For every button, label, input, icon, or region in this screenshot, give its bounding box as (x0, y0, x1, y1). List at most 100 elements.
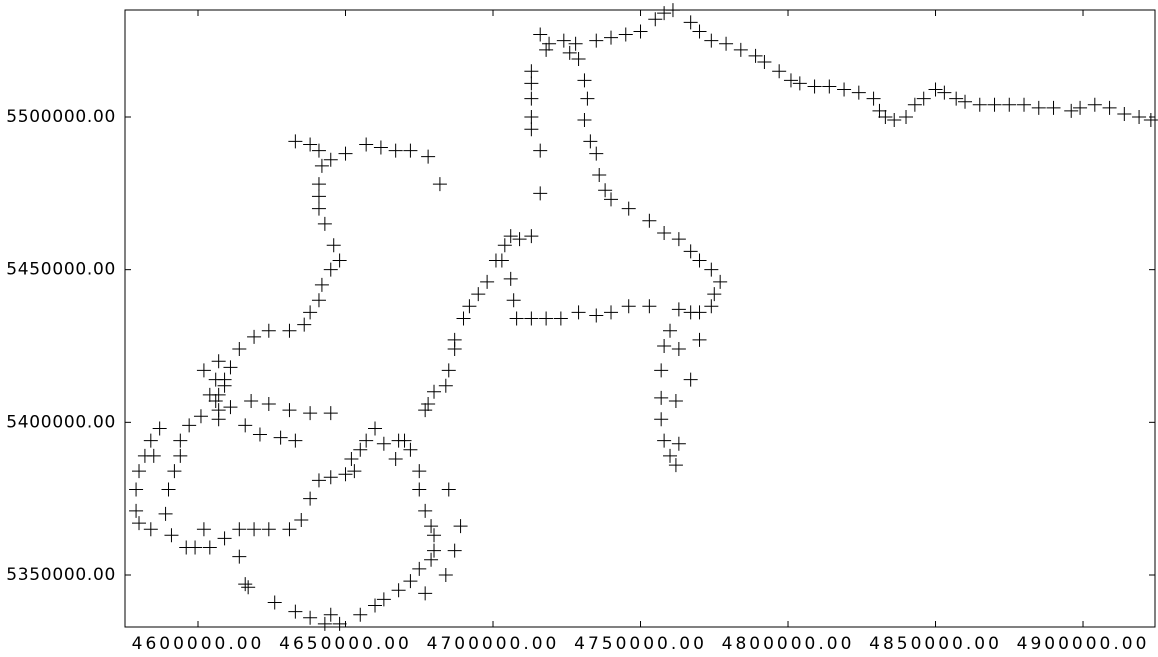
point (598, 183, 613, 198)
point (512, 232, 527, 247)
point (403, 574, 418, 589)
point (311, 177, 326, 192)
point (447, 342, 462, 357)
point (589, 308, 604, 323)
point (1046, 100, 1061, 115)
point (143, 522, 158, 537)
point (223, 400, 238, 415)
point (202, 540, 217, 555)
point (657, 433, 672, 448)
point (480, 274, 495, 289)
point (323, 406, 338, 421)
point (438, 378, 453, 393)
point (388, 143, 403, 158)
point (542, 36, 557, 51)
point (621, 201, 636, 216)
x-tick-label: 4850000.00 (869, 634, 1002, 654)
point (391, 433, 406, 448)
point (317, 216, 332, 231)
point (338, 146, 353, 161)
point (217, 531, 232, 546)
point (282, 403, 297, 418)
point (252, 427, 267, 442)
x-tick-label: 4600000.00 (132, 634, 265, 654)
point (1117, 106, 1132, 121)
point (288, 433, 303, 448)
point (562, 45, 577, 60)
point (1064, 103, 1079, 118)
point (373, 140, 388, 155)
point (654, 412, 669, 427)
point (683, 244, 698, 259)
point (244, 393, 259, 408)
point (368, 598, 383, 613)
point (323, 607, 338, 622)
point (837, 82, 852, 97)
point (311, 201, 326, 216)
point (282, 522, 297, 537)
point (553, 311, 568, 326)
point (294, 513, 309, 528)
point (223, 360, 238, 375)
point (958, 94, 973, 109)
point (1087, 97, 1102, 112)
point (887, 113, 902, 128)
point (297, 317, 312, 332)
point (412, 464, 427, 479)
x-tick-label: 4800000.00 (722, 634, 855, 654)
point (665, 3, 680, 18)
point (704, 262, 719, 277)
point (152, 421, 167, 436)
point (359, 433, 374, 448)
point (657, 6, 672, 21)
point (503, 271, 518, 286)
point (654, 390, 669, 405)
point (164, 528, 179, 543)
point (441, 482, 456, 497)
point (173, 448, 188, 463)
point (1073, 100, 1088, 115)
point (589, 146, 604, 161)
point (524, 109, 539, 124)
point (412, 561, 427, 576)
point (391, 583, 406, 598)
point (418, 403, 433, 418)
point (418, 503, 433, 518)
point (692, 253, 707, 268)
point (332, 253, 347, 268)
point (323, 152, 338, 167)
point (524, 122, 539, 137)
point (556, 33, 571, 48)
point (604, 305, 619, 320)
point (158, 506, 173, 521)
point (179, 540, 194, 555)
point (1031, 100, 1046, 115)
point (506, 293, 521, 308)
point (211, 354, 226, 369)
point (303, 137, 318, 152)
point (633, 24, 648, 39)
point (427, 528, 442, 543)
point (208, 372, 223, 387)
point (987, 97, 1002, 112)
point (668, 393, 683, 408)
point (403, 442, 418, 457)
x-tick-label: 4650000.00 (279, 634, 412, 654)
point (241, 580, 256, 595)
point (282, 323, 297, 338)
point (332, 616, 347, 631)
point (311, 143, 326, 158)
y-tick-label: 5450000.00 (6, 260, 116, 280)
point (261, 397, 276, 412)
point (533, 143, 548, 158)
point (577, 113, 592, 128)
point (368, 421, 383, 436)
point (353, 607, 368, 622)
point (232, 549, 247, 564)
point (273, 430, 288, 445)
point (683, 15, 698, 30)
point (388, 451, 403, 466)
point (323, 470, 338, 485)
point (733, 42, 748, 57)
